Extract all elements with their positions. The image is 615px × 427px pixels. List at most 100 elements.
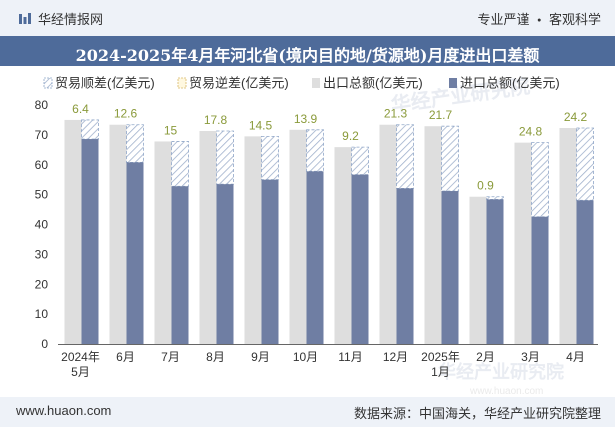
x-tick-label: 3月 [521, 350, 540, 364]
balance-label: 24.2 [564, 110, 588, 124]
bars [64, 119, 594, 345]
footer-source: 数据来源：中国海关，华经产业研究院整理 [353, 406, 601, 421]
import-bar [396, 188, 414, 344]
export-bar [424, 126, 442, 345]
brand-logo-icon [19, 13, 31, 24]
legend-swatch-export [312, 78, 320, 88]
balance-label: 17.8 [204, 113, 228, 127]
x-tick-label: 2024年 [61, 350, 100, 364]
x-tick-label: 9月 [251, 350, 270, 364]
x-tick-label: 11月 [338, 350, 362, 364]
export-bar [64, 119, 82, 344]
export-bar [559, 128, 577, 344]
import-bar [81, 139, 99, 344]
x-tick-label: 8月 [206, 350, 225, 364]
y-axis: 0 10 20 30 40 50 60 70 80 [35, 98, 598, 351]
import-bar [531, 216, 549, 344]
import-bar [351, 174, 369, 344]
legend-label: 贸易逆差(亿美元) [189, 76, 289, 91]
y-tick-label: 30 [35, 247, 49, 261]
tag-separator: ● [537, 17, 542, 24]
x-tick-label: 7月 [161, 350, 180, 364]
x-tick-label: 12月 [383, 350, 408, 364]
export-bar [199, 130, 217, 344]
balance-label: 6.4 [72, 102, 89, 116]
balance-label: 24.8 [519, 125, 543, 139]
legend-label: 贸易顺差(亿美元) [55, 76, 155, 91]
surplus-bar [216, 130, 234, 185]
footer-site: www.huaon.com [16, 403, 112, 418]
export-bar [469, 196, 487, 344]
header-bar: 华经情报网 专业严谨 ● 客观科学 [0, 0, 615, 36]
import-bar [486, 199, 504, 344]
x-tick-label: 6月 [116, 350, 135, 364]
export-bar [334, 147, 352, 344]
y-tick-label: 50 [35, 188, 49, 202]
export-bar [514, 142, 532, 344]
export-bar [289, 129, 307, 344]
y-tick-label: 60 [35, 158, 49, 172]
data-labels: 6.4 12.6 15 17.8 14.5 13.9 9.2 21.3 21.7 0.9 24.8 2… [72, 102, 587, 193]
header-tags: 专业严谨 ● 客观科学 [477, 9, 601, 28]
balance-label: 13.9 [294, 112, 318, 126]
surplus-bar [261, 135, 279, 181]
tag-objective: 客观科学 [548, 12, 601, 27]
balance-label: 0.9 [477, 179, 494, 193]
export-bar [154, 141, 172, 344]
y-tick-label: 10 [35, 307, 49, 321]
surplus-bar [396, 124, 414, 189]
legend-swatch-import [449, 78, 457, 88]
tag-professional: 专业严谨 [477, 12, 530, 27]
balance-label: 12.6 [114, 107, 138, 121]
x-tick-label: 10月 [293, 350, 318, 364]
import-bar [576, 200, 594, 344]
y-tick-label: 0 [41, 337, 48, 351]
balance-label: 21.7 [429, 108, 453, 122]
import-bar [306, 171, 324, 344]
surplus-bar [306, 129, 324, 172]
legend-label: 进口总额(亿美元) [460, 76, 560, 91]
export-bar [109, 124, 127, 344]
legend: 贸易顺差(亿美元) 贸易逆差(亿美元) 出口总额(亿美元) 进口总额(亿美元) [43, 76, 560, 91]
balance-label: 14.5 [249, 118, 273, 132]
x-tick-label: 2月 [476, 350, 495, 364]
chart-title: 2024-2025年4月年河北省(境内目的地/货源地)月度进出口差额 [75, 46, 540, 65]
legend-label: 出口总额(亿美元) [323, 76, 423, 91]
x-tick-label: 2025年 [421, 350, 460, 364]
x-tick-label: 5月 [71, 365, 90, 379]
import-bar [261, 179, 279, 344]
legend-swatch-surplus [43, 77, 53, 89]
surplus-bar [576, 127, 594, 201]
title-bar: 2024-2025年4月年河北省(境内目的地/货源地)月度进出口差额 [0, 36, 615, 66]
import-bar [441, 191, 459, 344]
balance-label: 21.3 [384, 107, 408, 121]
brand: 华经情报网 [18, 9, 103, 28]
y-tick-label: 70 [35, 128, 49, 142]
surplus-bar [126, 124, 144, 163]
y-tick-label: 40 [35, 218, 49, 232]
surplus-bar [441, 125, 459, 192]
surplus-bar [486, 196, 504, 200]
balance-label: 9.2 [342, 129, 359, 143]
export-bar [244, 136, 262, 344]
export-bar [379, 124, 397, 344]
brand-name: 华经情报网 [38, 12, 104, 27]
import-bar [126, 162, 144, 344]
surplus-bar [351, 146, 369, 176]
import-bar [216, 184, 234, 344]
surplus-bar [171, 141, 189, 187]
y-tick-label: 20 [35, 277, 49, 291]
footer-bar: www.huaon.com 数据来源：中国海关，华经产业研究院整理 [0, 397, 615, 427]
x-tick-label: 4月 [566, 350, 585, 364]
x-tick-label: 1月 [431, 365, 450, 379]
balance-label: 15 [164, 123, 178, 137]
watermark-url: www.huaon.com [469, 386, 543, 397]
watermark-text-bottom: 华经产业研究院 [438, 361, 564, 382]
surplus-bar [531, 142, 549, 218]
y-tick-label: 80 [35, 98, 49, 112]
surplus-bar [81, 119, 99, 140]
legend-swatch-deficit [177, 77, 187, 89]
import-bar [171, 186, 189, 344]
